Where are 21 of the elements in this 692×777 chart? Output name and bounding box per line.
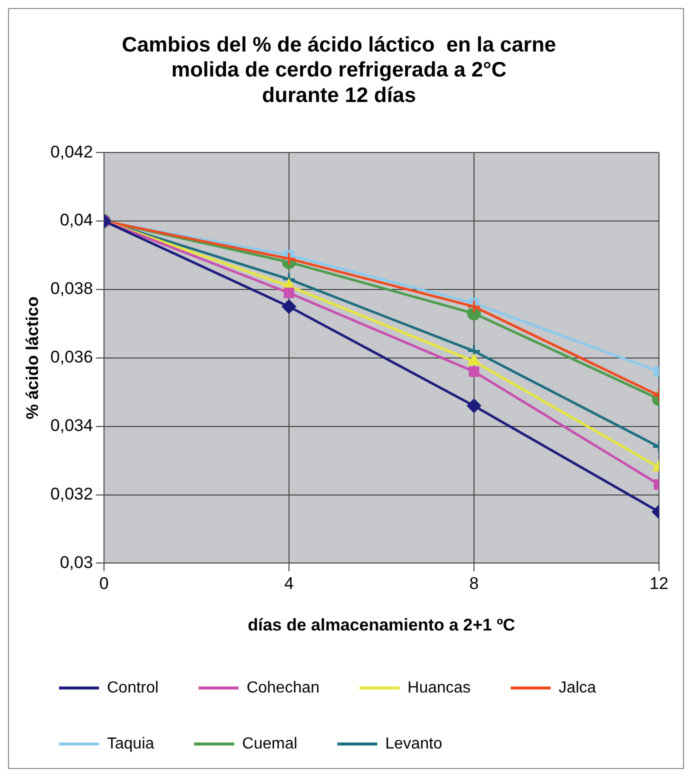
legend-label: Huancas [408,679,471,696]
y-tick-label: 0,042 [50,142,93,162]
y-tick-label: 0,034 [50,416,93,436]
legend-label: Cohechan [246,679,320,696]
chart-title: Cambios del % de ácido láctico en la carne molida de cerdo refrigerada a 2°C durante 12 días [122,33,556,107]
y-axis-title: % ácido láctico [22,296,42,420]
legend-label: Cuemal [242,735,298,752]
x-axis-title: días de almacenamiento a 2+1 ºC [248,615,516,634]
y-tick-label: 0,032 [50,484,93,504]
x-tick-label: 8 [469,574,479,594]
y-tick-label: 0,03 [60,552,93,572]
legend-label: Taquia [107,735,154,752]
y-tick-label: 0,038 [50,279,93,298]
x-tick-label: 0 [99,574,109,594]
y-tick-label: 0,04 [60,210,93,230]
x-tick-label: 12 [650,574,668,594]
legend-label: Control [107,679,159,696]
legend-label: Levanto [385,735,442,752]
y-tick-label: 0,036 [50,348,93,367]
x-tick-label: 4 [284,574,294,594]
legend-label: Jalca [558,679,596,696]
